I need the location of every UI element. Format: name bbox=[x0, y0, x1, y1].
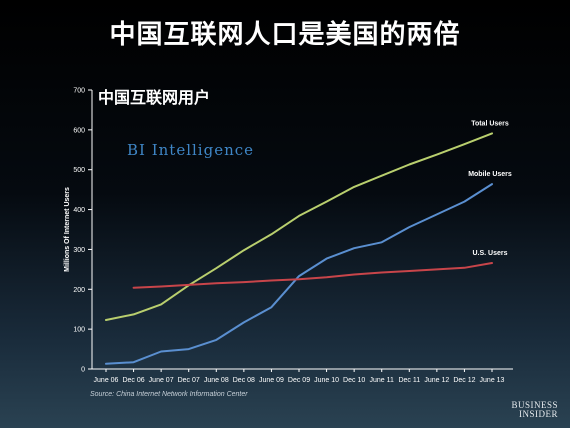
x-tick-label: June 10 bbox=[314, 377, 339, 384]
x-tick-label: Dec 06 bbox=[122, 377, 144, 384]
y-tick-label: 100 bbox=[73, 327, 85, 334]
series-line-u-s-users bbox=[132, 262, 493, 289]
x-tick-label: June 06 bbox=[94, 377, 119, 384]
series-label-total-users: Total Users bbox=[471, 120, 509, 127]
x-tick-label: Dec 09 bbox=[288, 377, 310, 384]
series-line-mobile-users bbox=[105, 183, 493, 365]
business-insider-logo: BUSINESS INSIDER bbox=[511, 401, 558, 419]
x-tick-label: June 09 bbox=[259, 377, 284, 384]
x-tick-label: June 13 bbox=[480, 377, 505, 384]
chart-title: 中国互联网用户 bbox=[98, 88, 211, 107]
series-line-total-users bbox=[105, 132, 493, 321]
y-axis-label: Millions Of Internet Users bbox=[64, 187, 71, 272]
x-tick-label: Dec 11 bbox=[398, 377, 420, 384]
logo-line-1: BUSINESS bbox=[511, 400, 558, 410]
x-tick-label: June 11 bbox=[370, 377, 394, 384]
x-tick-label: Dec 12 bbox=[453, 377, 475, 384]
chart-series bbox=[105, 132, 493, 365]
logo-line-2: INSIDER bbox=[519, 409, 558, 419]
y-tick-label: 500 bbox=[73, 167, 85, 174]
y-tick-label: 300 bbox=[73, 247, 85, 254]
series-label-mobile-users: Mobile Users bbox=[468, 171, 512, 178]
x-tick-label: Dec 10 bbox=[343, 377, 365, 384]
x-tick-label: June 12 bbox=[424, 377, 449, 384]
source-note: Source: China Internet Network Informati… bbox=[90, 391, 248, 398]
y-tick-label: 400 bbox=[73, 207, 85, 214]
bi-intelligence-logo: BI Intelligence bbox=[127, 141, 255, 159]
x-tick-label: June 07 bbox=[149, 377, 174, 384]
series-labels: Total Users Mobile Users U.S. Users bbox=[468, 120, 512, 257]
y-tick-label: 0 bbox=[81, 367, 85, 374]
x-tick-label: June 08 bbox=[204, 377, 229, 384]
page-title: 中国互联网人口是美国的两倍 bbox=[109, 20, 461, 50]
y-tick-label: 200 bbox=[73, 287, 85, 294]
y-tick-label: 600 bbox=[73, 127, 85, 134]
chart-axes: 0 100 200 300 400 500 600 700 June 06 Dec 06 June … bbox=[64, 88, 513, 384]
x-tick-label: Dec 08 bbox=[233, 377, 255, 384]
y-tick-label: 700 bbox=[73, 88, 85, 95]
series-label-u-s-users: U.S. Users bbox=[472, 250, 507, 257]
x-tick-label: Dec 07 bbox=[178, 377, 200, 384]
